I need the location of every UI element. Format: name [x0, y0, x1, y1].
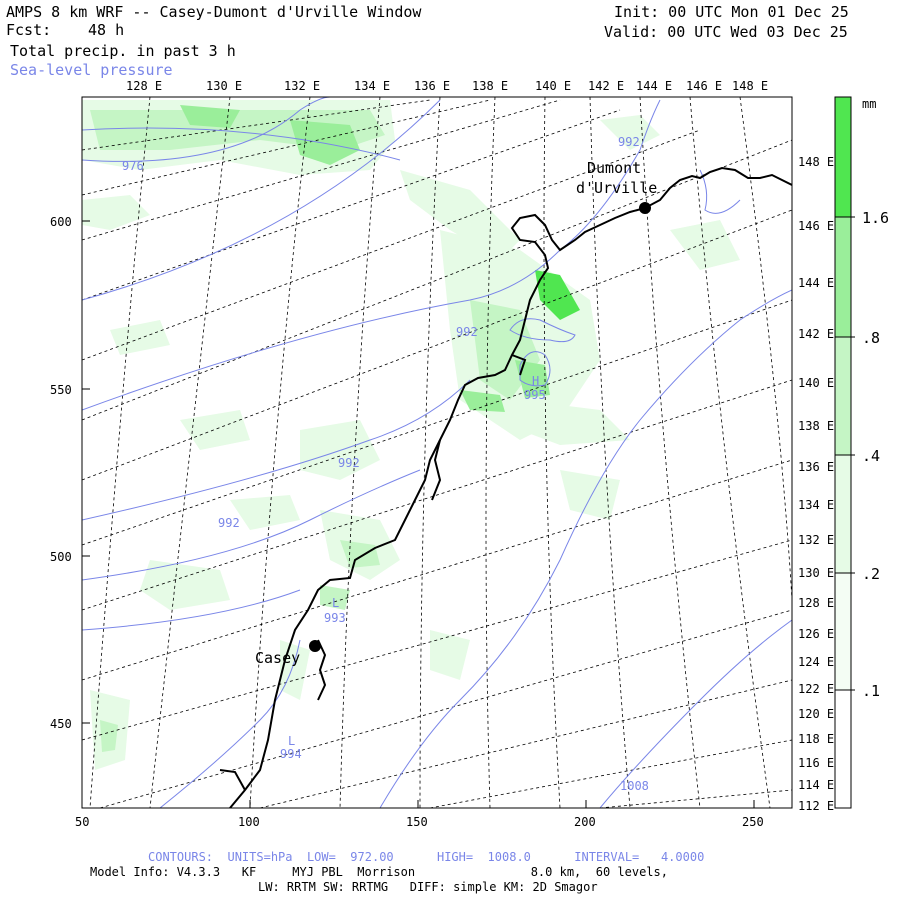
colorbar-label-.2: .2 — [862, 565, 880, 583]
y-tick-550: 550 — [50, 383, 72, 397]
y-tick-500: 500 — [50, 550, 72, 564]
right-lon-126: 126 E — [798, 627, 834, 641]
coastline — [219, 166, 792, 808]
contour-label-992c: 992 — [338, 456, 360, 470]
dumont-label-line1: Dumont — [587, 159, 641, 177]
forecast-hours: 48 h — [88, 21, 125, 39]
low-value-1: 993 — [324, 611, 346, 625]
top-lon-146: 146 E — [686, 79, 722, 93]
right-lon-128: 128 E — [798, 596, 834, 610]
model-physics: LW: RRTM SW: RRTMG DIFF: simple KM: 2D S… — [258, 880, 598, 894]
right-lon-124: 124 E — [798, 655, 834, 669]
right-lon-148: 148 E — [798, 155, 834, 169]
right-lon-112: 112 E — [798, 799, 834, 813]
x-tick-200: 200 — [574, 815, 596, 829]
x-tick-50: 50 — [75, 815, 89, 829]
overlay-label: Sea-level pressure — [10, 61, 173, 79]
x-tick-100: 100 — [238, 815, 260, 829]
colorbar-unit: mm — [862, 97, 876, 111]
right-lon-114: 114 E — [798, 778, 834, 792]
casey-station-marker — [309, 640, 321, 652]
pressure-contours — [82, 97, 792, 808]
right-lon-122: 122 E — [798, 682, 834, 696]
top-lon-134: 134 E — [354, 79, 390, 93]
x-tick-150: 150 — [406, 815, 428, 829]
right-lon-120: 120 E — [798, 707, 834, 721]
low-value-2: 994 — [280, 747, 302, 761]
top-lon-148: 148 E — [732, 79, 768, 93]
colorbar-label-.1: .1 — [862, 682, 880, 700]
y-tick-450: 450 — [50, 717, 72, 731]
contour-label-992d: 992 — [218, 516, 240, 530]
right-lon-118: 118 E — [798, 732, 834, 746]
map-frame — [81, 96, 793, 809]
x-tick-250: 250 — [742, 815, 764, 829]
top-lon-144: 144 E — [636, 79, 672, 93]
right-lon-116: 116 E — [798, 756, 834, 770]
casey-label: Casey — [255, 649, 300, 667]
field-label: Total precip. in past 3 h — [10, 42, 236, 60]
map-title: AMPS 8 km WRF -- Casey-Dumont d'Urville … — [6, 3, 422, 21]
latlon-grid — [82, 97, 792, 808]
right-lon-138: 138 E — [798, 419, 834, 433]
top-lon-140: 140 E — [535, 79, 571, 93]
colorbar-label-1.6: 1.6 — [862, 209, 889, 227]
top-lon-136: 136 E — [414, 79, 450, 93]
top-lon-142: 142 E — [588, 79, 624, 93]
init-time: Init: 00 UTC Mon 01 Dec 25 — [614, 3, 849, 21]
contour-label-976: 976 — [122, 159, 144, 173]
contour-label-1008: 1008 — [620, 779, 649, 793]
dumont-station-marker — [639, 202, 651, 214]
valid-time: Valid: 00 UTC Wed 03 Dec 25 — [604, 23, 848, 41]
top-lon-138: 138 E — [472, 79, 508, 93]
right-lon-144: 144 E — [798, 276, 834, 290]
low-marker-1: L — [332, 596, 339, 610]
x-axis — [81, 800, 755, 808]
colorbar — [834, 96, 855, 809]
model-info: Model Info: V4.3.3 KF MYJ PBL Morrison 8… — [90, 865, 668, 879]
right-lon-146: 146 E — [798, 219, 834, 233]
top-lon-130: 130 E — [206, 79, 242, 93]
contour-label-992b: 992 — [456, 325, 478, 339]
right-lon-142: 142 E — [798, 327, 834, 341]
high-marker: H — [532, 374, 539, 388]
y-tick-600: 600 — [50, 215, 72, 229]
dumont-label-line2: d'Urville — [576, 179, 657, 197]
right-lon-140: 140 E — [798, 376, 834, 390]
top-lon-132: 132 E — [284, 79, 320, 93]
right-lon-132: 132 E — [798, 533, 834, 547]
right-lon-130: 130 E — [798, 566, 834, 580]
precip-field — [82, 100, 740, 770]
right-lon-134: 134 E — [798, 498, 834, 512]
contours-info: CONTOURS: UNITS=hPa LOW= 972.00 HIGH= 10… — [148, 850, 705, 864]
right-lon-136: 136 E — [798, 460, 834, 474]
colorbar-label-.4: .4 — [862, 447, 880, 465]
contour-label-992a: 992 — [618, 135, 640, 149]
low-marker-2: L — [288, 734, 295, 748]
top-lon-128: 128 E — [126, 79, 162, 93]
high-value: 995 — [524, 388, 546, 402]
y-axis — [82, 220, 90, 724]
colorbar-label-.8: .8 — [862, 329, 880, 347]
forecast-label: Fcst: — [6, 21, 52, 39]
